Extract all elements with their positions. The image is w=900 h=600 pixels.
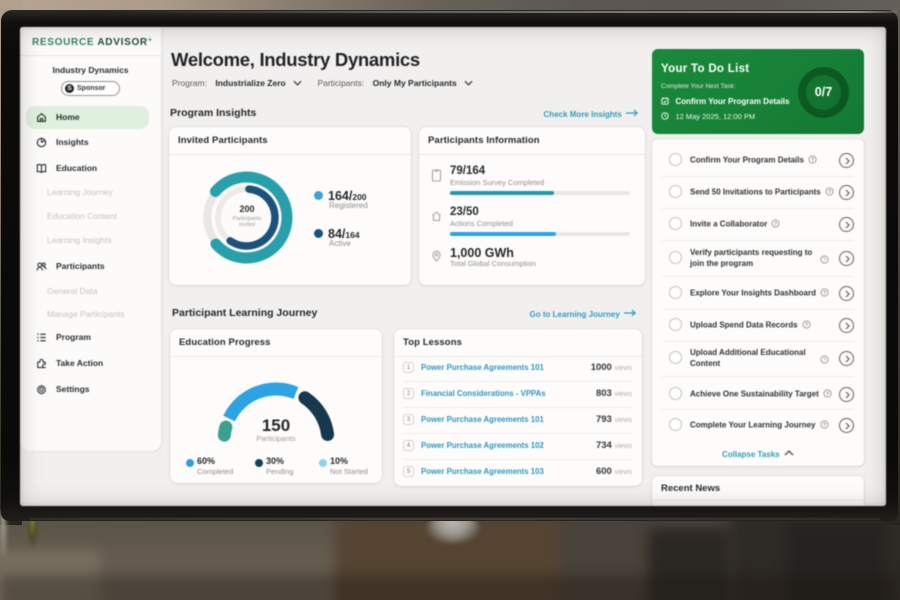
svg-text:?: ?	[823, 357, 826, 363]
svg-text:?: ?	[826, 391, 829, 397]
svg-text:?: ?	[823, 257, 826, 263]
svg-text:?: ?	[828, 189, 831, 195]
svg-text:?: ?	[822, 422, 825, 428]
svg-text:?: ?	[823, 290, 826, 296]
svg-text:?: ?	[804, 322, 807, 328]
svg-text:?: ?	[774, 221, 777, 227]
svg-text:?: ?	[811, 157, 814, 163]
